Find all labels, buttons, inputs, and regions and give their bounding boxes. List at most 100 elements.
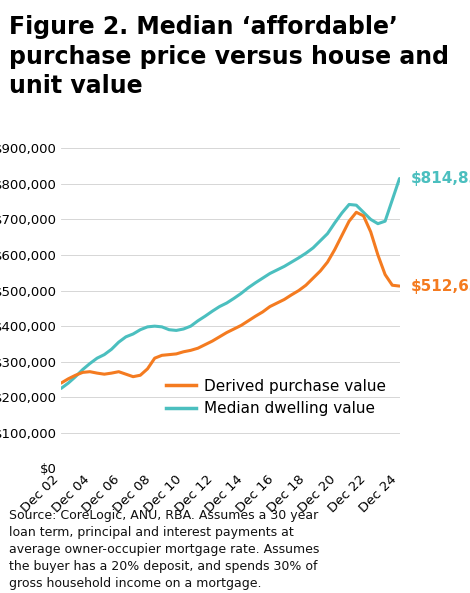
Derived purchase value <box>274 299 280 307</box>
Median dwelling value <box>339 209 345 216</box>
Derived purchase value <box>173 350 179 358</box>
Median dwelling value <box>267 270 273 277</box>
Derived purchase value <box>296 287 302 294</box>
Text: $814,837: $814,837 <box>411 171 470 186</box>
Median dwelling value <box>130 330 136 337</box>
Derived purchase value <box>317 267 323 275</box>
Derived purchase value <box>245 317 251 324</box>
Text: Figure 2. Median ‘affordable’
purchase price versus house and
unit value: Figure 2. Median ‘affordable’ purchase p… <box>9 15 449 98</box>
Derived purchase value <box>224 329 229 336</box>
Median dwelling value <box>65 380 71 387</box>
Derived purchase value <box>145 365 150 372</box>
Median dwelling value <box>274 266 280 273</box>
Median dwelling value <box>238 290 244 297</box>
Median dwelling value <box>73 373 78 380</box>
Median dwelling value <box>353 202 359 209</box>
Median dwelling value <box>289 259 294 266</box>
Median dwelling value <box>152 323 157 330</box>
Median dwelling value <box>159 323 164 330</box>
Derived purchase value <box>152 355 157 362</box>
Median dwelling value <box>368 216 374 223</box>
Derived purchase value <box>123 371 129 378</box>
Derived purchase value <box>289 291 294 298</box>
Line: Derived purchase value: Derived purchase value <box>61 212 400 383</box>
Derived purchase value <box>382 271 388 278</box>
Median dwelling value <box>138 326 143 333</box>
Derived purchase value <box>80 369 86 376</box>
Median dwelling value <box>58 385 64 392</box>
Legend: Derived purchase value, Median dwelling value: Derived purchase value, Median dwelling … <box>159 372 392 422</box>
Derived purchase value <box>116 368 122 375</box>
Median dwelling value <box>390 196 395 203</box>
Derived purchase value <box>166 351 172 358</box>
Median dwelling value <box>116 339 122 346</box>
Median dwelling value <box>102 351 107 358</box>
Derived purchase value <box>353 209 359 216</box>
Median dwelling value <box>310 244 316 251</box>
Median dwelling value <box>382 218 388 225</box>
Derived purchase value <box>202 341 208 348</box>
Median dwelling value <box>260 275 266 282</box>
Derived purchase value <box>253 313 258 320</box>
Median dwelling value <box>296 254 302 262</box>
Derived purchase value <box>159 352 164 359</box>
Median dwelling value <box>202 313 208 320</box>
Derived purchase value <box>73 372 78 379</box>
Derived purchase value <box>375 251 381 259</box>
Median dwelling value <box>303 250 309 257</box>
Derived purchase value <box>180 348 186 355</box>
Derived purchase value <box>310 275 316 282</box>
Derived purchase value <box>339 232 345 239</box>
Median dwelling value <box>188 323 194 330</box>
Derived purchase value <box>397 282 402 289</box>
Derived purchase value <box>58 380 64 387</box>
Derived purchase value <box>109 369 114 377</box>
Median dwelling value <box>332 219 337 227</box>
Median dwelling value <box>180 326 186 333</box>
Derived purchase value <box>332 246 337 253</box>
Median dwelling value <box>317 237 323 244</box>
Derived purchase value <box>102 371 107 378</box>
Median dwelling value <box>123 333 129 340</box>
Median dwelling value <box>231 295 237 302</box>
Median dwelling value <box>87 360 93 367</box>
Median dwelling value <box>80 366 86 373</box>
Derived purchase value <box>130 373 136 380</box>
Derived purchase value <box>195 345 201 352</box>
Derived purchase value <box>267 303 273 310</box>
Median dwelling value <box>375 220 381 227</box>
Median dwelling value <box>253 279 258 286</box>
Derived purchase value <box>325 259 330 266</box>
Median dwelling value <box>210 308 215 315</box>
Derived purchase value <box>282 296 287 303</box>
Text: $512,639: $512,639 <box>411 279 470 294</box>
Median dwelling value <box>397 175 402 182</box>
Text: Source: CoreLogic, ANU, RBA. Assumes a 30 year
loan term, principal and interest: Source: CoreLogic, ANU, RBA. Assumes a 3… <box>9 509 320 590</box>
Derived purchase value <box>94 369 100 377</box>
Derived purchase value <box>188 347 194 354</box>
Derived purchase value <box>65 375 71 382</box>
Median dwelling value <box>224 299 229 307</box>
Derived purchase value <box>260 308 266 315</box>
Derived purchase value <box>238 322 244 329</box>
Median dwelling value <box>94 355 100 362</box>
Median dwelling value <box>245 284 251 291</box>
Median dwelling value <box>325 230 330 237</box>
Median dwelling value <box>282 263 287 270</box>
Median dwelling value <box>217 303 222 310</box>
Derived purchase value <box>390 282 395 289</box>
Median dwelling value <box>346 201 352 208</box>
Median dwelling value <box>360 209 366 216</box>
Derived purchase value <box>217 333 222 340</box>
Line: Median dwelling value: Median dwelling value <box>61 178 400 388</box>
Derived purchase value <box>87 368 93 375</box>
Median dwelling value <box>166 326 172 333</box>
Median dwelling value <box>195 317 201 324</box>
Derived purchase value <box>360 212 366 219</box>
Derived purchase value <box>303 282 309 289</box>
Derived purchase value <box>368 228 374 235</box>
Derived purchase value <box>346 218 352 225</box>
Derived purchase value <box>210 337 215 345</box>
Median dwelling value <box>145 323 150 330</box>
Median dwelling value <box>173 327 179 334</box>
